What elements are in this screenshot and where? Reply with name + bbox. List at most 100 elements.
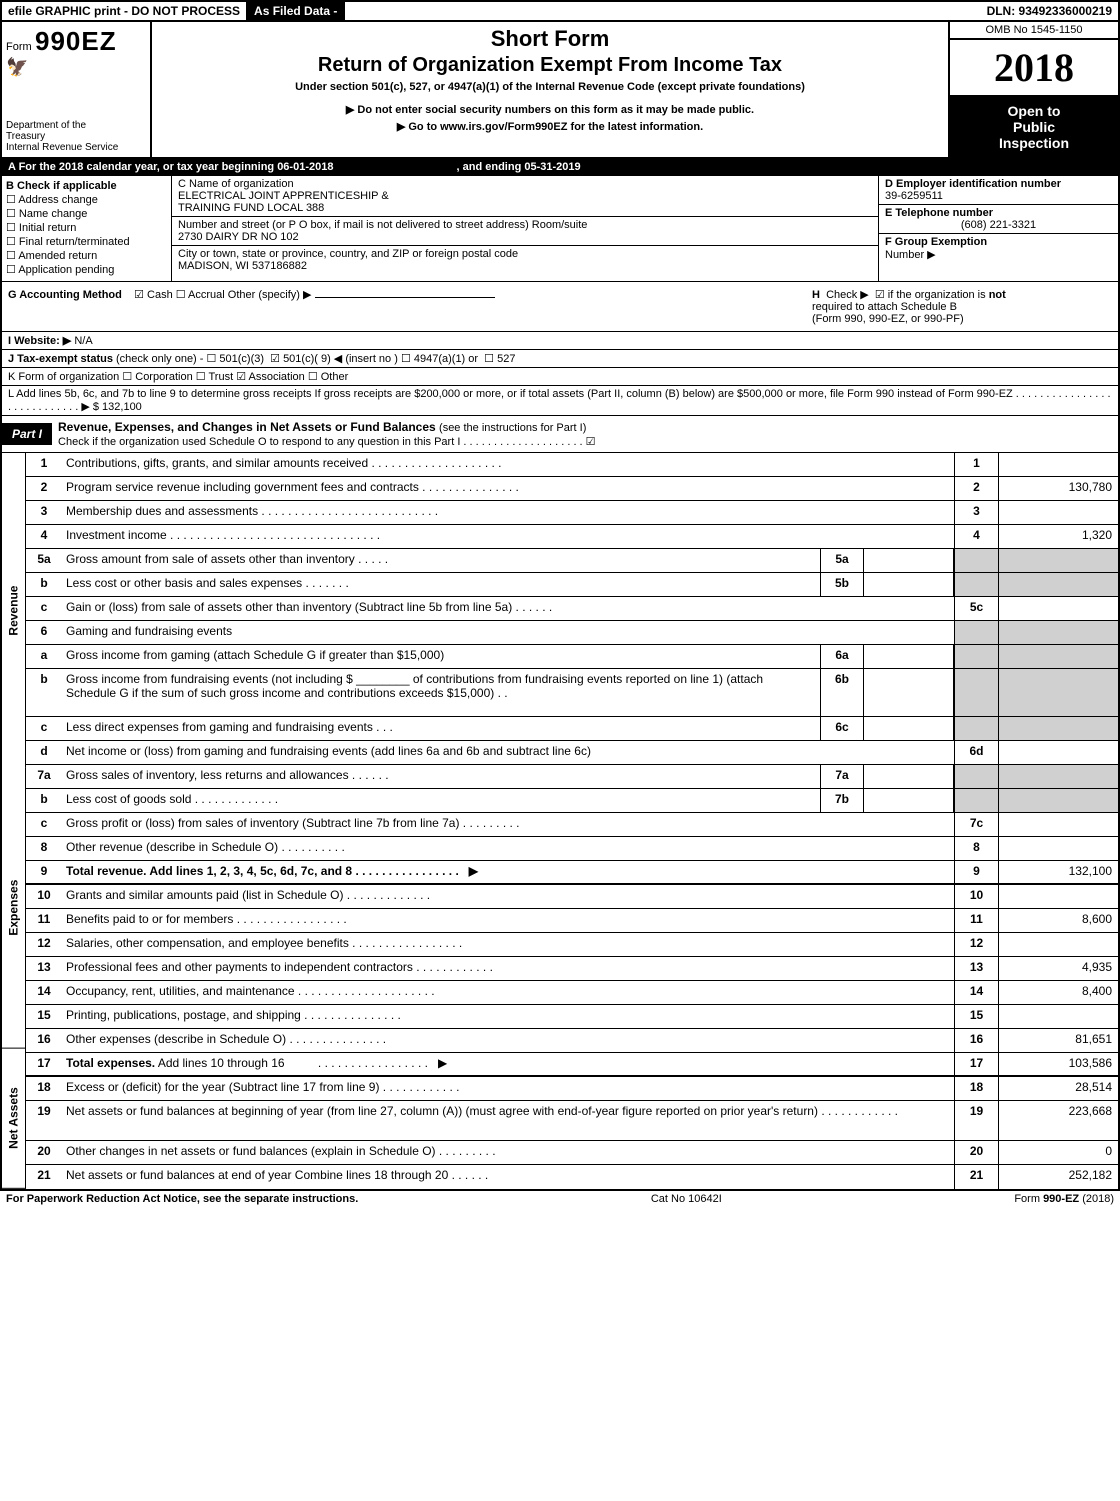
line-6a-rbox bbox=[954, 645, 998, 668]
line-7c-desc: Gross profit or (loss) from sales of inv… bbox=[62, 813, 954, 836]
line-6b-rbox bbox=[954, 669, 998, 716]
line-6-num: 6 bbox=[26, 621, 62, 644]
line-7c: c Gross profit or (loss) from sales of i… bbox=[26, 813, 1118, 837]
line-6c-mbox: 6c bbox=[820, 717, 864, 740]
e-value: (608) 221-3321 bbox=[885, 219, 1112, 231]
page-footer: For Paperwork Reduction Act Notice, see … bbox=[0, 1191, 1120, 1207]
line-12-rbox: 12 bbox=[954, 933, 998, 956]
line-8-rbox: 8 bbox=[954, 837, 998, 860]
line-19-desc: Net assets or fund balances at beginning… bbox=[62, 1101, 954, 1140]
g-other-line[interactable] bbox=[315, 297, 495, 298]
row-l: L Add lines 5b, 6c, and 7b to line 9 to … bbox=[0, 386, 1120, 416]
line-5c: c Gain or (loss) from sale of assets oth… bbox=[26, 597, 1118, 621]
side-expenses: Expenses bbox=[2, 768, 26, 1049]
line-15-rbox: 15 bbox=[954, 1005, 998, 1028]
chk-final-return[interactable]: ☐ Final return/terminated bbox=[6, 235, 167, 248]
line-3: 3 Membership dues and assessments . . . … bbox=[26, 501, 1118, 525]
line-7b-rbox bbox=[954, 789, 998, 812]
line-16-rbox: 16 bbox=[954, 1029, 998, 1052]
chk-application-pending[interactable]: ☐ Application pending bbox=[6, 263, 167, 276]
form-number: 990EZ bbox=[35, 26, 117, 56]
line-4-desc: Investment income . . . . . . . . . . . … bbox=[62, 525, 954, 548]
chk-address-change-label: Address change bbox=[18, 194, 98, 206]
line-3-num: 3 bbox=[26, 501, 62, 524]
row-a-tax-year: A For the 2018 calendar year, or tax yea… bbox=[0, 159, 1120, 176]
line-10-rval bbox=[998, 885, 1118, 908]
chk-final-return-label: Final return/terminated bbox=[19, 236, 130, 248]
line-6a: a Gross income from gaming (attach Sched… bbox=[26, 645, 1118, 669]
chk-address-change[interactable]: ☐ Address change bbox=[6, 193, 167, 206]
part1-header: Part I Revenue, Expenses, and Changes in… bbox=[0, 416, 1120, 453]
line-2-rval: 130,780 bbox=[998, 477, 1118, 500]
line-5a-num: 5a bbox=[26, 549, 62, 572]
line-7a-desc: Gross sales of inventory, less returns a… bbox=[62, 765, 820, 788]
chk-amended-return[interactable]: ☐ Amended return bbox=[6, 249, 167, 262]
e-label: E Telephone number bbox=[885, 207, 1112, 219]
line-9-num: 9 bbox=[26, 861, 62, 883]
line-6b-num: b bbox=[26, 669, 62, 716]
line-13: 13 Professional fees and other payments … bbox=[26, 957, 1118, 981]
j-text: (check only one) - ☐ 501(c)(3) ☑ 501(c)(… bbox=[116, 353, 515, 365]
line-5b: b Less cost or other basis and sales exp… bbox=[26, 573, 1118, 597]
line-1-rval bbox=[998, 453, 1118, 476]
line-7a-rval bbox=[998, 765, 1118, 788]
line-6a-mbox: 6a bbox=[820, 645, 864, 668]
chk-initial-return[interactable]: ☐ Initial return bbox=[6, 221, 167, 234]
dept-line1: Department of the bbox=[6, 120, 146, 131]
chk-amended-return-label: Amended return bbox=[18, 250, 97, 262]
part1-label: Part I bbox=[2, 423, 52, 445]
line-12-desc: Salaries, other compensation, and employ… bbox=[62, 933, 954, 956]
line-4-num: 4 bbox=[26, 525, 62, 548]
do-not-enter-text: ▶ Do not enter social security numbers o… bbox=[156, 103, 944, 116]
line-19-num: 19 bbox=[26, 1101, 62, 1140]
g-options: ☑ Cash ☐ Accrual Other (specify) ▶ bbox=[134, 289, 311, 301]
open-line3: Inspection bbox=[956, 135, 1112, 151]
goto-link[interactable]: ▶ Go to www.irs.gov/Form990EZ for the la… bbox=[156, 120, 944, 133]
line-7b-mbox: 7b bbox=[820, 789, 864, 812]
under-section-text: Under section 501(c), 527, or 4947(a)(1)… bbox=[156, 81, 944, 93]
line-9-rbox: 9 bbox=[954, 861, 998, 883]
line-13-rbox: 13 bbox=[954, 957, 998, 980]
chk-name-change[interactable]: ☐ Name change bbox=[6, 207, 167, 220]
line-7b-rval bbox=[998, 789, 1118, 812]
line-11-num: 11 bbox=[26, 909, 62, 932]
line-6b-mval bbox=[864, 669, 954, 716]
line-6c-mval bbox=[864, 717, 954, 740]
line-18: 18 Excess or (deficit) for the year (Sub… bbox=[26, 1077, 1118, 1101]
block-bcd: B Check if applicable ☐ Address change ☐… bbox=[0, 176, 1120, 282]
line-5c-desc: Gain or (loss) from sale of assets other… bbox=[62, 597, 954, 620]
line-6c-num: c bbox=[26, 717, 62, 740]
line-6a-num: a bbox=[26, 645, 62, 668]
line-3-rval bbox=[998, 501, 1118, 524]
line-21: 21 Net assets or fund balances at end of… bbox=[26, 1165, 1118, 1189]
line-15-rval bbox=[998, 1005, 1118, 1028]
line-6-rbox bbox=[954, 621, 998, 644]
line-18-rbox: 18 bbox=[954, 1077, 998, 1100]
line-7c-rval bbox=[998, 813, 1118, 836]
line-8-desc: Other revenue (describe in Schedule O) .… bbox=[62, 837, 954, 860]
open-line1: Open to bbox=[956, 103, 1112, 119]
line-13-desc: Professional fees and other payments to … bbox=[62, 957, 954, 980]
dept-line3: Internal Revenue Service bbox=[6, 142, 146, 153]
line-20-num: 20 bbox=[26, 1141, 62, 1164]
part1-sub: (see the instructions for Part I) bbox=[439, 422, 586, 434]
i-label: I Website: ▶ bbox=[8, 335, 71, 347]
city-value: MADISON, WI 537186882 bbox=[178, 260, 872, 272]
d-value: 39-6259511 bbox=[885, 190, 1112, 202]
line-15: 15 Printing, publications, postage, and … bbox=[26, 1005, 1118, 1029]
line-19-rbox: 19 bbox=[954, 1101, 998, 1140]
line-5a-mbox: 5a bbox=[820, 549, 864, 572]
line-6c-rbox bbox=[954, 717, 998, 740]
line-18-num: 18 bbox=[26, 1077, 62, 1100]
line-8-num: 8 bbox=[26, 837, 62, 860]
line-6d: d Net income or (loss) from gaming and f… bbox=[26, 741, 1118, 765]
city-label: City or town, state or province, country… bbox=[178, 248, 872, 260]
line-16: 16 Other expenses (describe in Schedule … bbox=[26, 1029, 1118, 1053]
i-value: N/A bbox=[74, 335, 92, 347]
line-4-rval: 1,320 bbox=[998, 525, 1118, 548]
line-7a-rbox bbox=[954, 765, 998, 788]
line-3-rbox: 3 bbox=[954, 501, 998, 524]
footer-left: For Paperwork Reduction Act Notice, see … bbox=[6, 1193, 358, 1205]
line-6c: c Less direct expenses from gaming and f… bbox=[26, 717, 1118, 741]
line-2-rbox: 2 bbox=[954, 477, 998, 500]
